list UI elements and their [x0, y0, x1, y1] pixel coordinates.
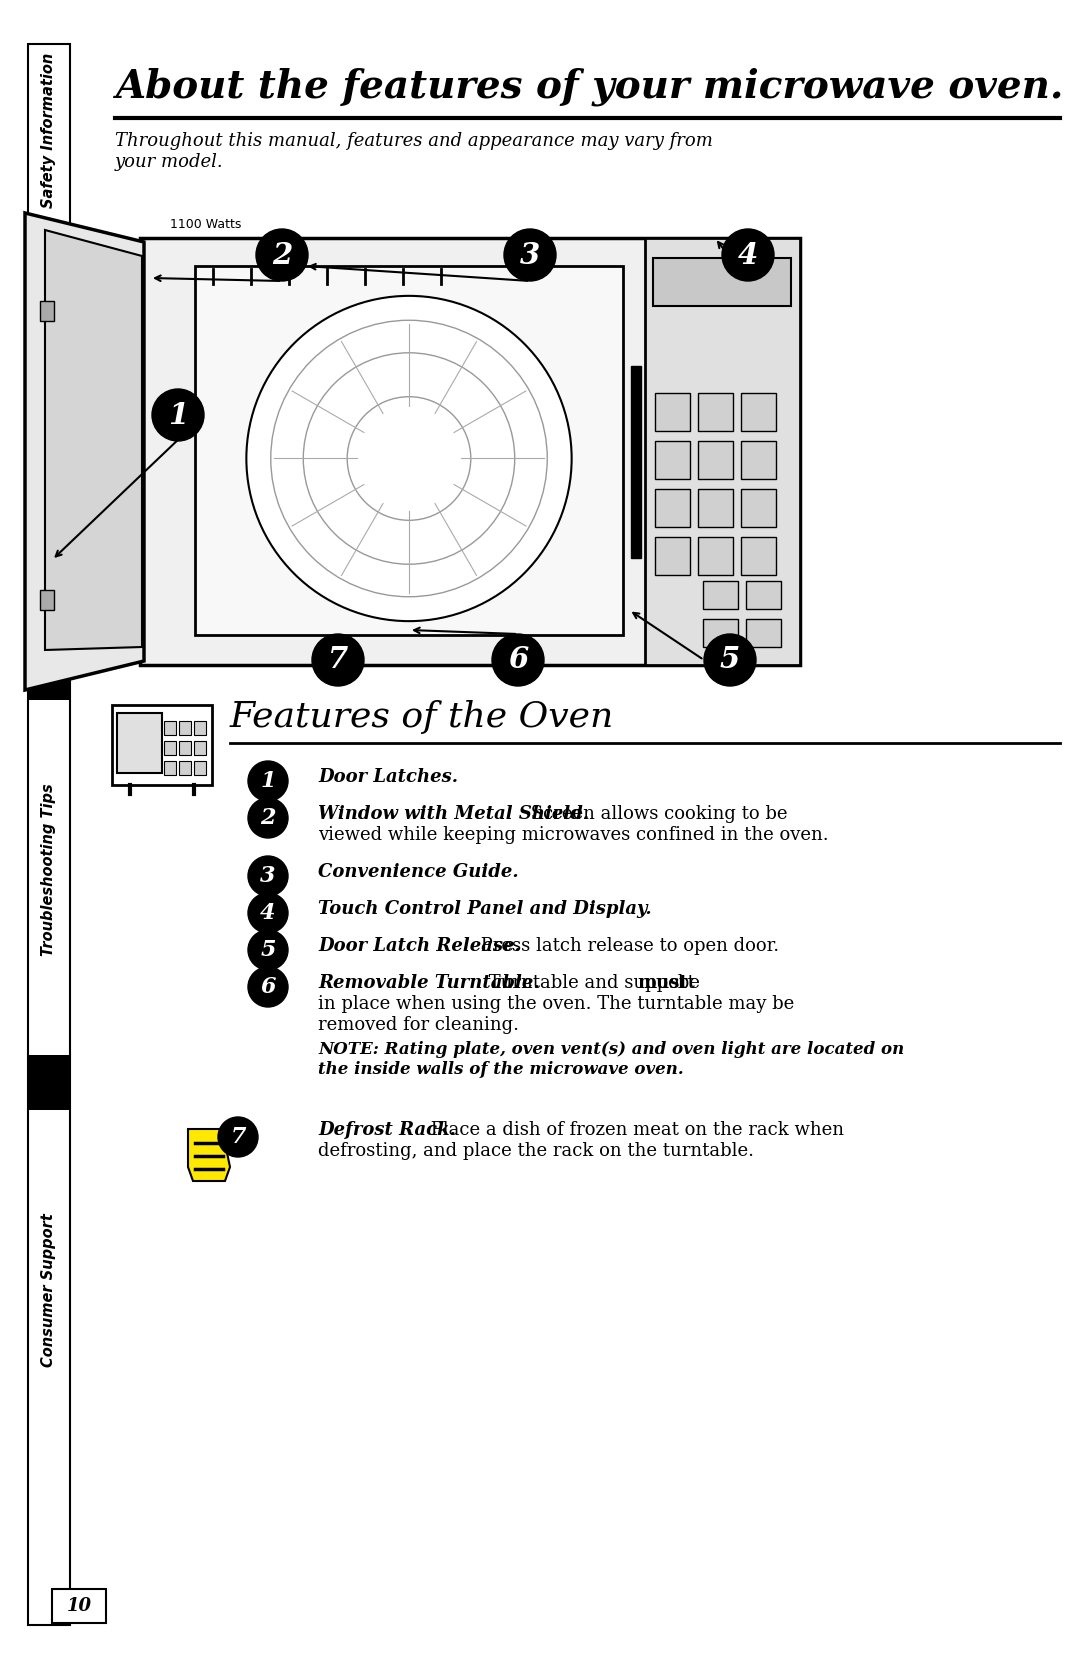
Text: 3: 3 — [519, 240, 540, 269]
Circle shape — [218, 1117, 258, 1157]
Bar — [741, 489, 777, 527]
Text: Door Latch Release.: Door Latch Release. — [318, 936, 521, 955]
Text: 5: 5 — [260, 940, 275, 961]
Polygon shape — [188, 1128, 230, 1182]
Text: Features of the Oven: Features of the Oven — [230, 699, 615, 734]
Circle shape — [246, 295, 571, 621]
Bar — [746, 619, 781, 648]
Circle shape — [248, 856, 288, 896]
Circle shape — [248, 893, 288, 933]
Bar — [698, 537, 733, 576]
Circle shape — [248, 761, 288, 801]
Text: 7: 7 — [230, 1127, 246, 1148]
Text: Operating Instructions: Operating Instructions — [41, 377, 56, 564]
Text: Press latch release to open door.: Press latch release to open door. — [475, 936, 779, 955]
Bar — [140, 239, 800, 664]
Text: 6: 6 — [260, 976, 275, 998]
Bar — [164, 721, 176, 734]
Text: Convenience Guide.: Convenience Guide. — [318, 863, 518, 881]
Circle shape — [504, 229, 556, 280]
Text: 1: 1 — [167, 401, 188, 429]
Bar — [194, 721, 206, 734]
Polygon shape — [25, 214, 144, 689]
Text: About the features of your microwave oven.: About the features of your microwave ove… — [114, 68, 1064, 107]
Text: in place when using the oven. The turntable may be: in place when using the oven. The turnta… — [318, 995, 794, 1013]
Bar — [703, 581, 738, 609]
Text: must: must — [637, 975, 688, 991]
Text: be: be — [672, 975, 700, 991]
Circle shape — [152, 389, 204, 441]
Circle shape — [312, 634, 364, 686]
Text: 4: 4 — [738, 240, 758, 269]
Polygon shape — [45, 230, 141, 649]
Bar — [194, 761, 206, 774]
Circle shape — [248, 966, 288, 1006]
Circle shape — [723, 229, 774, 280]
Bar — [28, 1055, 70, 1110]
Text: 2: 2 — [260, 808, 275, 829]
Bar — [631, 366, 642, 557]
Bar — [698, 392, 733, 431]
Text: 1100 Watts: 1100 Watts — [170, 219, 241, 230]
Text: 2: 2 — [272, 240, 292, 269]
Bar — [164, 741, 176, 754]
Bar — [117, 713, 162, 773]
Text: removed for cleaning.: removed for cleaning. — [318, 1016, 519, 1035]
Text: 6: 6 — [508, 646, 528, 674]
Circle shape — [248, 798, 288, 838]
Text: 10: 10 — [67, 1597, 92, 1616]
Bar — [654, 537, 690, 576]
Bar — [654, 392, 690, 431]
Bar — [194, 741, 206, 754]
Bar — [741, 441, 777, 479]
Text: Door Latches.: Door Latches. — [318, 768, 458, 786]
Bar — [179, 721, 191, 734]
Text: Throughout this manual, features and appearance may vary from
your model.: Throughout this manual, features and app… — [114, 132, 713, 170]
Text: 5: 5 — [720, 646, 740, 674]
Text: 3: 3 — [260, 865, 275, 886]
Text: NOTE: Rating plate, oven vent(s) and oven light are located on
the inside walls : NOTE: Rating plate, oven vent(s) and ove… — [318, 1041, 904, 1078]
Text: Troubleshooting Tips: Troubleshooting Tips — [41, 784, 56, 956]
Bar — [698, 489, 733, 527]
Text: viewed while keeping microwaves confined in the oven.: viewed while keeping microwaves confined… — [318, 826, 828, 845]
Bar — [654, 441, 690, 479]
Text: Screen allows cooking to be: Screen allows cooking to be — [525, 804, 787, 823]
Bar — [28, 43, 70, 1626]
Text: 7: 7 — [328, 646, 348, 674]
Bar — [112, 704, 212, 784]
Circle shape — [704, 634, 756, 686]
Text: Consumer Support: Consumer Support — [41, 1213, 56, 1367]
Bar — [698, 441, 733, 479]
Circle shape — [248, 930, 288, 970]
Text: 1: 1 — [260, 769, 275, 793]
Text: Defrost Rack.: Defrost Rack. — [318, 1122, 456, 1138]
Text: Touch Control Panel and Display.: Touch Control Panel and Display. — [318, 900, 651, 918]
Bar — [195, 265, 623, 634]
Bar — [28, 644, 70, 699]
Bar — [746, 581, 781, 609]
Bar — [653, 259, 791, 305]
Bar — [179, 741, 191, 754]
Circle shape — [256, 229, 308, 280]
Bar — [703, 619, 738, 648]
Text: Place a dish of frozen meat on the rack when: Place a dish of frozen meat on the rack … — [426, 1122, 843, 1138]
Bar — [164, 761, 176, 774]
Text: Safety Information: Safety Information — [41, 52, 56, 207]
Bar — [741, 537, 777, 576]
Bar — [52, 1589, 106, 1622]
Bar — [179, 761, 191, 774]
Text: Turntable and support: Turntable and support — [483, 975, 701, 991]
Bar — [645, 239, 800, 664]
Bar — [40, 300, 54, 320]
Bar — [28, 240, 70, 295]
Text: Removable Turntable.: Removable Turntable. — [318, 975, 540, 991]
Text: Window with Metal Shield.: Window with Metal Shield. — [318, 804, 589, 823]
Bar — [40, 591, 54, 609]
Text: defrosting, and place the rack on the turntable.: defrosting, and place the rack on the tu… — [318, 1142, 754, 1160]
Circle shape — [492, 634, 544, 686]
Text: 4: 4 — [260, 901, 275, 925]
Bar — [741, 392, 777, 431]
Bar — [654, 489, 690, 527]
